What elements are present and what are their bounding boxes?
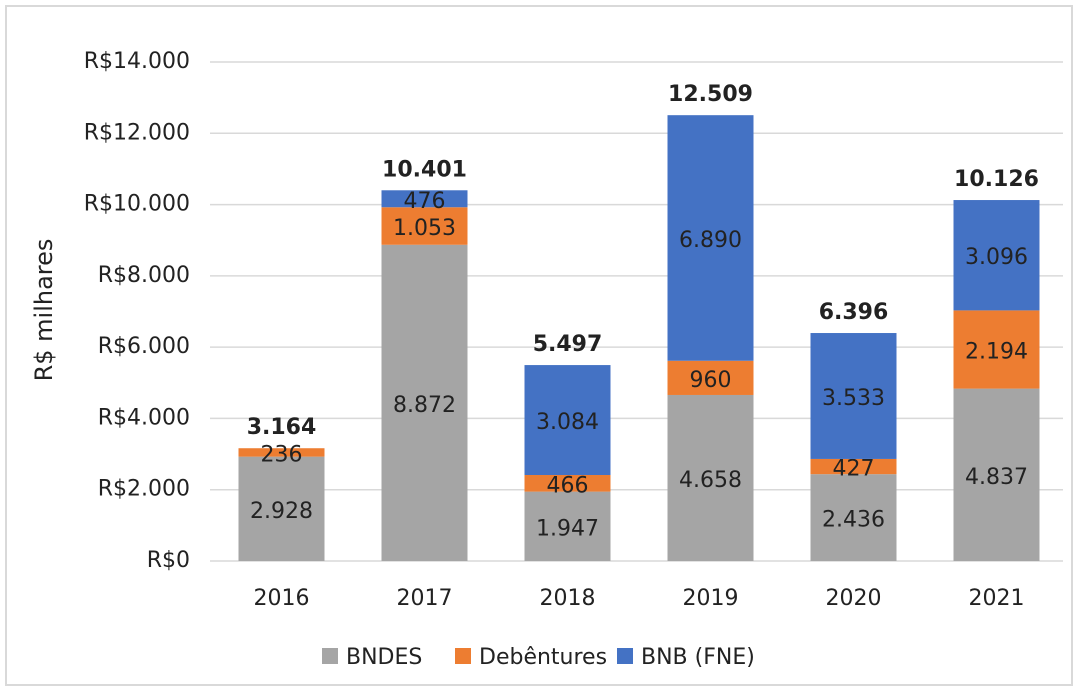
bar-segment — [810, 333, 897, 459]
bar-segment — [524, 491, 611, 561]
y-tick-label: R$14.000 — [84, 49, 190, 74]
bar-segment — [238, 448, 325, 457]
x-tick-label: 2021 — [969, 586, 1025, 611]
x-tick-label: 2018 — [540, 586, 596, 611]
data-label: 4.837 — [965, 465, 1028, 490]
bar-segment — [524, 365, 611, 475]
y-tick-label: R$6.000 — [98, 334, 190, 359]
bar-segment — [238, 456, 325, 561]
total-label: 12.509 — [668, 82, 753, 107]
x-tick-label: 2017 — [397, 586, 453, 611]
bar-segment — [381, 207, 468, 245]
data-label: 4.658 — [679, 468, 742, 493]
total-label: 6.396 — [819, 300, 889, 325]
bar-segment — [381, 244, 468, 562]
x-tick-label: 2019 — [683, 586, 739, 611]
legend-swatch — [617, 648, 633, 664]
data-label: 427 — [833, 457, 875, 482]
y-tick-label: R$4.000 — [98, 405, 190, 430]
data-label: 3.084 — [536, 410, 599, 435]
bar-segment — [953, 388, 1040, 561]
bar-segment — [381, 190, 468, 208]
legend-label: BNB (FNE) — [641, 645, 755, 670]
data-label: 2.436 — [822, 508, 885, 533]
legend-label: Debêntures — [479, 645, 607, 670]
bar-segment — [667, 115, 754, 361]
data-label: 2.928 — [250, 499, 313, 524]
data-label: 1.947 — [536, 516, 599, 541]
data-label: 6.890 — [679, 228, 742, 253]
legend-label: BNDES — [346, 645, 422, 670]
data-label: 466 — [547, 473, 589, 498]
y-tick-label: R$0 — [147, 548, 190, 573]
y-tick-label: R$8.000 — [98, 263, 190, 288]
bar-segment — [667, 360, 754, 395]
total-label: 5.497 — [533, 332, 603, 357]
data-label: 236 — [261, 442, 303, 467]
y-axis-label: R$ milhares — [30, 239, 58, 382]
bar-segment — [667, 394, 754, 561]
x-tick-label: 2016 — [254, 586, 310, 611]
data-label: 3.096 — [965, 245, 1028, 270]
data-label: 960 — [690, 368, 732, 393]
legend-swatch — [455, 648, 471, 664]
bar-segment — [524, 474, 611, 492]
x-tick-label: 2020 — [826, 586, 882, 611]
total-label: 3.164 — [247, 415, 317, 440]
data-label: 2.194 — [965, 339, 1028, 364]
legend-swatch — [322, 648, 338, 664]
data-label: 8.872 — [393, 393, 456, 418]
total-label: 10.126 — [954, 167, 1039, 192]
data-label: 1.053 — [393, 216, 456, 241]
bar-segment — [810, 458, 897, 475]
data-label: 3.533 — [822, 386, 885, 411]
data-label: 476 — [404, 189, 446, 214]
y-tick-label: R$10.000 — [84, 192, 190, 217]
total-label: 10.401 — [382, 157, 467, 182]
bar-segment — [953, 310, 1040, 389]
bar-segment — [953, 200, 1040, 311]
y-tick-label: R$2.000 — [98, 477, 190, 502]
bar-segment — [810, 474, 897, 561]
y-tick-label: R$12.000 — [84, 120, 190, 145]
